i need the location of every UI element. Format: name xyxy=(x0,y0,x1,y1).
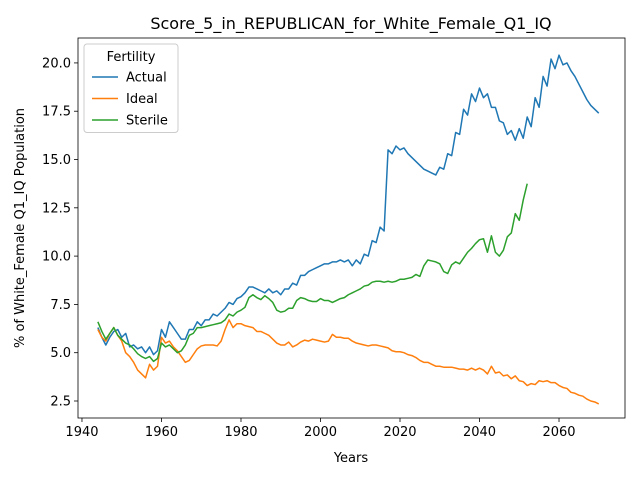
series-line xyxy=(97,319,600,405)
legend-title: Fertility xyxy=(107,50,156,65)
y-tick-label: 20.0 xyxy=(42,56,71,71)
legend-label: Actual xyxy=(126,71,167,86)
y-tick-label: 12.5 xyxy=(42,201,71,216)
x-tick-label: 1980 xyxy=(224,425,257,440)
chart-title: Score_5_in_REPUBLICAN_for_White_Female_Q… xyxy=(150,14,551,34)
y-tick-label: 15.0 xyxy=(42,153,71,168)
x-tick-label: 1940 xyxy=(65,425,98,440)
x-tick-label: 2000 xyxy=(304,425,337,440)
legend: Fertility Actual Ideal Sterile xyxy=(83,43,179,133)
x-tick-label: 2020 xyxy=(383,425,416,440)
plot-frame xyxy=(77,37,626,419)
series-line xyxy=(97,54,600,356)
x-tick-label: 2060 xyxy=(542,425,575,440)
x-tick-label: 1960 xyxy=(145,425,178,440)
y-tick-label: 5.0 xyxy=(50,346,71,361)
y-tick-label: 17.5 xyxy=(42,105,71,120)
series-line xyxy=(97,183,528,363)
legend-box xyxy=(83,43,179,133)
legend-label: Ideal xyxy=(126,92,158,107)
y-tick-label: 10.0 xyxy=(42,250,71,265)
x-tick-label: 2040 xyxy=(463,425,496,440)
y-axis-label: % of White_Female Q1_IQ Population xyxy=(13,108,28,348)
y-tick-label: 2.5 xyxy=(50,394,71,409)
y-tick-label: 7.5 xyxy=(50,298,71,313)
legend-label: Sterile xyxy=(126,114,168,129)
x-axis-label: Years xyxy=(333,451,369,466)
